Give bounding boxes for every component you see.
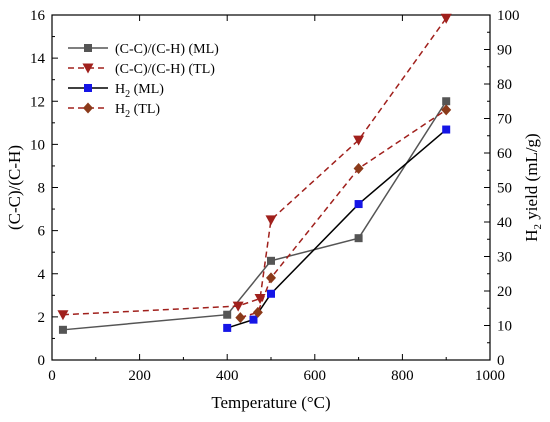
legend-label-prefix: (C-C)/(C-H) (ML) — [115, 42, 219, 57]
y-right-tick-label: 80 — [497, 77, 512, 93]
data-point — [354, 234, 363, 243]
legend-marker — [83, 102, 93, 114]
data-point — [442, 97, 451, 106]
y-left-tick-label: 0 — [38, 353, 46, 369]
legend-label-sub: 2 — [125, 109, 130, 120]
y-left-tick-label: 16 — [30, 8, 46, 24]
legend-label-prefix: (C-C)/(C-H) (TL) — [115, 62, 215, 77]
data-point — [223, 323, 232, 332]
data-point — [267, 289, 275, 298]
legend-label-prefix: H — [115, 82, 125, 97]
legend-marker — [82, 63, 94, 74]
y-left-tick-label: 6 — [38, 224, 46, 240]
series-0 — [58, 97, 451, 334]
series-line — [62, 17, 447, 316]
data-point — [265, 215, 277, 226]
data-point — [254, 294, 266, 305]
x-axis-title: Temperature (°C) — [211, 393, 330, 412]
y-right-tick-label: 60 — [497, 146, 512, 162]
x-tick-label: 1000 — [475, 368, 505, 384]
y-left-tick-label: 10 — [30, 137, 45, 153]
data-point — [441, 104, 452, 116]
y-right-tick-label: 70 — [497, 112, 512, 128]
legend-label: (C-C)/(C-H) (TL) — [115, 62, 215, 77]
data-point — [266, 272, 276, 284]
data-point — [442, 125, 451, 134]
legend-label-suffix: (TL) — [130, 102, 160, 117]
x-tick-label: 600 — [304, 368, 327, 384]
data-point — [57, 310, 69, 321]
x-tick-label: 800 — [391, 368, 414, 384]
legend-marker — [84, 44, 92, 52]
legend: (C-C)/(C-H) (ML)(C-C)/(C-H) (TL)H2 (ML)H… — [68, 42, 219, 120]
legend-label-suffix: (ML) — [130, 82, 164, 97]
y-right-tick-label: 40 — [497, 215, 512, 231]
series-2 — [223, 125, 451, 332]
y-right-tick-label: 10 — [497, 319, 512, 335]
series-3 — [235, 104, 452, 324]
y-left-tick-label: 12 — [30, 94, 45, 110]
legend-label: (C-C)/(C-H) (ML) — [115, 42, 219, 57]
y-right-tick-label: 100 — [497, 8, 520, 24]
y-left-axis-title: (C-C)/(C-H) — [5, 145, 24, 230]
y-left-tick-label: 14 — [30, 51, 46, 67]
data-point — [353, 135, 365, 146]
y-right-tick-label: 20 — [497, 284, 512, 300]
series-layer — [57, 13, 452, 334]
y-left-tick-label: 4 — [38, 267, 46, 283]
series-line — [240, 109, 447, 319]
y-left-tick-label: 8 — [38, 181, 46, 197]
legend-label-prefix: H — [115, 102, 125, 117]
y-right-title-prefix: H — [522, 229, 541, 241]
axes: 0 200 400 600 800 100002468101214160102030405… — [5, 8, 544, 412]
y-right-axis-title: H2 yield (mL/g) — [522, 133, 544, 241]
data-point — [232, 301, 244, 312]
x-tick-label: 400 — [216, 368, 239, 384]
series-1 — [57, 13, 452, 321]
x-tick-label: 0 — [48, 368, 56, 384]
series-line — [62, 100, 447, 331]
data-point — [249, 315, 258, 324]
legend-label-sub: 2 — [125, 89, 130, 100]
y-left-tick-label: 2 — [38, 310, 46, 326]
y-right-tick-label: 30 — [497, 250, 512, 266]
data-point — [267, 256, 275, 265]
data-point — [252, 306, 263, 318]
data-point — [354, 200, 363, 209]
y-right-tick-label: 50 — [497, 181, 512, 197]
x-tick-label: 200 — [128, 368, 151, 384]
data-point — [58, 325, 67, 334]
legend-label: H2 (TL) — [115, 102, 160, 120]
y-right-tick-label: 90 — [497, 43, 512, 59]
legend-label: H2 (ML) — [115, 82, 164, 100]
data-point — [223, 310, 232, 319]
y-right-title-sub: 2 — [532, 224, 544, 230]
y-right-tick-label: 0 — [497, 353, 505, 369]
data-point — [235, 312, 246, 324]
y-right-title-suffix: yield (mL/g) — [522, 133, 541, 224]
legend-marker — [84, 84, 92, 92]
data-point — [353, 163, 364, 175]
data-point — [440, 13, 452, 24]
